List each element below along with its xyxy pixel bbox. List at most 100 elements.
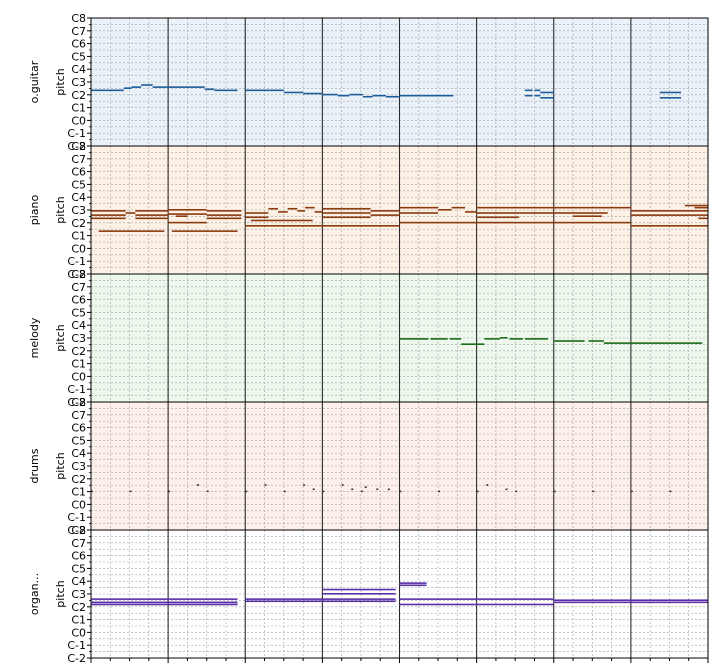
track-name-label: o.guitar [28, 60, 41, 103]
y-tick-label: C2 [71, 89, 86, 102]
note-piano [278, 211, 288, 213]
note-melody [509, 338, 523, 340]
track-name-label: piano [28, 194, 41, 225]
note-drums [399, 490, 402, 493]
y-tick-label: C-1 [67, 511, 86, 524]
y-tick-label: C1 [71, 358, 86, 371]
note-piano [168, 221, 207, 224]
note-piano [175, 215, 188, 217]
note-drums [341, 484, 344, 486]
note-oguitar [245, 89, 284, 92]
note-melody [499, 337, 508, 339]
y-tick-label: C0 [71, 370, 86, 383]
note-piano [168, 209, 207, 211]
note-drums [264, 484, 267, 486]
y-tick-label: C7 [71, 409, 86, 422]
y-tick-label: C-2 [67, 268, 86, 281]
y-tick-label: C2 [71, 601, 86, 614]
note-melody [484, 338, 500, 340]
note-piano [314, 211, 323, 213]
note-organ [91, 601, 238, 604]
y-tick-label: C5 [71, 178, 86, 191]
y-tick-label: C0 [71, 626, 86, 639]
y-tick-label: C3 [71, 588, 86, 601]
note-piano [171, 230, 238, 232]
note-oguitar [659, 97, 682, 99]
note-piano [251, 219, 313, 222]
note-piano [370, 210, 400, 212]
y-tick-label: C7 [71, 537, 86, 550]
note-piano [245, 216, 269, 219]
y-tick-label: C-1 [67, 255, 86, 268]
note-drums [303, 484, 306, 486]
note-oguitar [214, 89, 238, 92]
note-piano [322, 207, 371, 210]
note-drums [592, 490, 595, 493]
y-axis-label: pitch [54, 580, 67, 607]
note-drums [364, 486, 367, 488]
note-piano [694, 206, 708, 209]
y-tick-label: C8 [71, 12, 86, 25]
note-oguitar [534, 94, 541, 97]
note-piano [91, 210, 126, 212]
y-tick-label: C4 [71, 575, 86, 588]
y-tick-label: C4 [71, 191, 86, 204]
note-piano [553, 212, 608, 214]
y-tick-label: C-1 [67, 127, 86, 140]
y-tick-label: C5 [71, 562, 86, 575]
note-piano [684, 204, 708, 207]
note-organ [399, 603, 554, 606]
note-piano [476, 216, 520, 219]
y-tick-label: C7 [71, 25, 86, 38]
y-tick-label: C8 [71, 140, 86, 153]
note-organ [245, 600, 396, 603]
note-piano [630, 214, 708, 216]
note-piano [630, 210, 708, 212]
y-tick-label: C6 [71, 166, 86, 179]
note-piano [399, 212, 439, 214]
note-piano [245, 225, 323, 227]
y-tick-label: C1 [71, 614, 86, 627]
note-piano [91, 214, 126, 216]
y-tick-label: C2 [71, 345, 86, 358]
note-piano [98, 230, 165, 232]
note-oguitar [283, 91, 304, 94]
y-tick-label: C7 [71, 281, 86, 294]
note-organ [91, 598, 238, 600]
note-melody [449, 338, 462, 340]
y-tick-label: C6 [71, 294, 86, 307]
note-drums [168, 490, 171, 493]
note-melody [617, 342, 703, 344]
note-piano [698, 217, 708, 220]
track-name-label: melody [28, 317, 41, 358]
note-drums [515, 490, 518, 493]
y-tick-label: C3 [71, 332, 86, 345]
note-piano [370, 214, 400, 216]
y-tick-label: C5 [71, 434, 86, 447]
note-oguitar [399, 94, 423, 97]
note-oguitar [386, 95, 400, 98]
note-drums [553, 490, 556, 493]
y-tick-label: C8 [71, 524, 86, 537]
note-organ [399, 582, 427, 584]
note-melody [430, 338, 448, 340]
note-oguitar [540, 91, 554, 94]
y-tick-label: C8 [71, 268, 86, 281]
note-drums [438, 490, 440, 493]
note-drums [283, 490, 286, 493]
note-melody [553, 340, 585, 342]
note-drums [360, 490, 363, 493]
note-oguitar [422, 94, 454, 97]
note-organ [399, 584, 427, 587]
y-tick-label: C4 [71, 447, 86, 460]
note-piano [245, 212, 269, 214]
y-tick-label: C0 [71, 114, 86, 127]
note-piano [91, 217, 126, 220]
y-tick-label: C4 [71, 319, 86, 332]
note-piano [465, 211, 477, 213]
note-piano [451, 206, 466, 209]
y-tick-label: C3 [71, 76, 86, 89]
note-oguitar [372, 94, 387, 97]
note-drums [630, 490, 633, 493]
note-piano [630, 225, 708, 227]
